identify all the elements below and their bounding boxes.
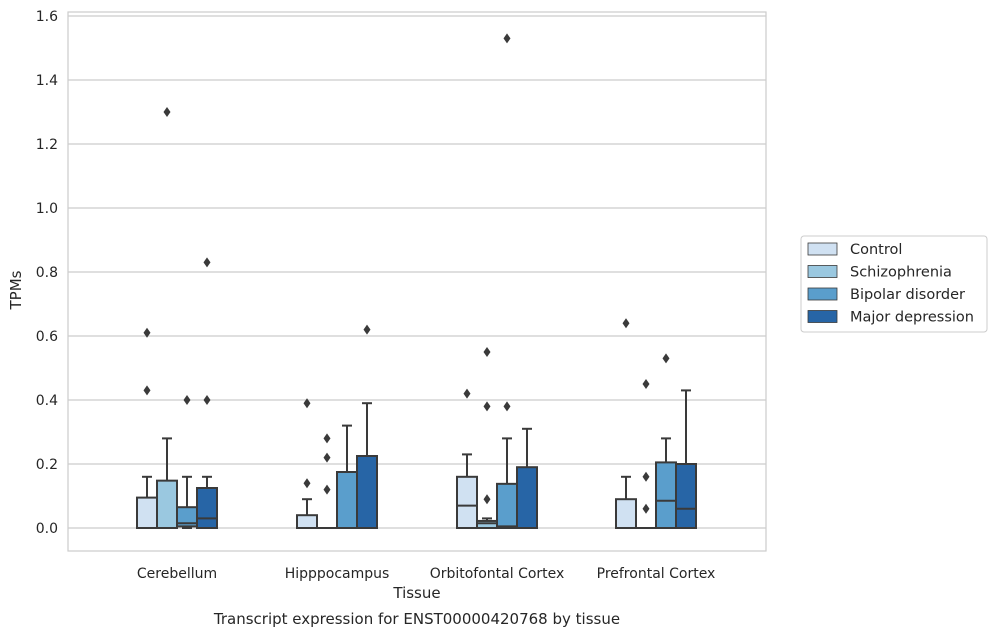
outlier-point bbox=[483, 401, 491, 412]
x-tick-label: Cerebellum bbox=[137, 566, 217, 582]
legend-swatch bbox=[807, 310, 838, 323]
outlier-point bbox=[143, 385, 151, 396]
outlier-point bbox=[503, 401, 511, 412]
outlier-point bbox=[363, 324, 371, 335]
x-axis-label: Tissue bbox=[392, 584, 440, 602]
box-body bbox=[476, 519, 498, 530]
x-tick-label: Orbitofontal Cortex bbox=[430, 566, 565, 582]
box-schizophrenia-0 bbox=[156, 107, 178, 530]
outlier-point bbox=[662, 353, 670, 364]
outlier-point bbox=[642, 471, 650, 482]
outlier-point bbox=[183, 395, 191, 405]
x-tick-label: Hipppocampus bbox=[285, 566, 390, 582]
box-body bbox=[516, 466, 538, 530]
legend-entry: Control bbox=[850, 242, 902, 258]
y-tick-label: 1.2 bbox=[36, 137, 58, 153]
outlier-point bbox=[483, 347, 491, 357]
box-body bbox=[336, 471, 358, 529]
legend: Control Schizophrenia Bipolar disorder Majo… bbox=[800, 235, 988, 333]
outlier-point bbox=[323, 452, 331, 463]
legend-entry: Schizophrenia bbox=[850, 265, 952, 281]
y-tick-label: 0.0 bbox=[36, 521, 58, 537]
legend-entry: Bipolar disorder bbox=[850, 287, 965, 303]
box-major-depression-0 bbox=[196, 257, 218, 529]
y-tick-label: 0.4 bbox=[36, 393, 58, 409]
outlier-point bbox=[303, 478, 311, 489]
y-tick-label: 0.2 bbox=[36, 457, 58, 473]
y-tick-label: 0.8 bbox=[36, 265, 58, 281]
box-schizophrenia-3 bbox=[635, 379, 657, 530]
outlier-point bbox=[143, 327, 151, 338]
box-body bbox=[675, 463, 697, 529]
box-body bbox=[655, 461, 677, 529]
box-body bbox=[615, 498, 637, 530]
y-tick-label: 0.6 bbox=[36, 329, 58, 345]
legend-swatch bbox=[807, 242, 838, 256]
outlier-point bbox=[163, 107, 171, 117]
box-control-0 bbox=[136, 327, 158, 530]
box-groups bbox=[136, 33, 697, 530]
outlier-point bbox=[642, 379, 650, 389]
box-body bbox=[356, 455, 378, 529]
legend-swatch bbox=[807, 287, 838, 301]
box-body bbox=[196, 487, 218, 529]
legend-box bbox=[800, 235, 988, 333]
outlier-point bbox=[503, 33, 511, 44]
outlier-point bbox=[203, 257, 211, 268]
plot-frame bbox=[67, 11, 767, 552]
box-control-1 bbox=[296, 398, 318, 530]
box-major-depression-1 bbox=[356, 324, 378, 529]
outlier-point bbox=[642, 503, 650, 514]
box-body bbox=[156, 479, 178, 530]
outlier-point bbox=[622, 318, 630, 329]
outlier-point bbox=[323, 433, 331, 444]
outlier-point bbox=[323, 484, 331, 495]
y-axis-ticks: 0.0 0.2 0.4 0.6 0.8 1.0 1.2 1.4 1.6 bbox=[36, 9, 58, 537]
box-body bbox=[296, 514, 318, 530]
x-axis-ticks: Cerebellum Hipppocampus Orbitofontal Corte… bbox=[137, 566, 715, 582]
box-control-3 bbox=[615, 318, 637, 530]
box-schizophrenia-1 bbox=[316, 433, 338, 530]
box-body bbox=[136, 496, 158, 530]
box-body bbox=[496, 482, 518, 529]
y-tick-label: 1.0 bbox=[36, 201, 58, 217]
y-tick-label: 1.4 bbox=[36, 73, 58, 89]
box-major-depression-3 bbox=[675, 389, 697, 529]
legend-entry: Major depression bbox=[850, 310, 974, 326]
y-axis-label: TPMs bbox=[7, 270, 25, 310]
outlier-point bbox=[483, 494, 491, 505]
outlier-point bbox=[203, 395, 211, 405]
box-control-2 bbox=[456, 388, 478, 529]
outlier-point bbox=[463, 388, 471, 399]
x-tick-label: Prefrontal Cortex bbox=[597, 566, 716, 582]
box-bipolar-disorder-0 bbox=[176, 395, 198, 529]
y-tick-label: 1.6 bbox=[36, 9, 58, 25]
outlier-point bbox=[303, 398, 311, 409]
legend-swatch bbox=[807, 265, 838, 278]
box-major-depression-2 bbox=[516, 427, 538, 530]
box-body bbox=[456, 475, 478, 529]
chart-title: Transcript expression for ENST0000042076… bbox=[213, 610, 620, 628]
